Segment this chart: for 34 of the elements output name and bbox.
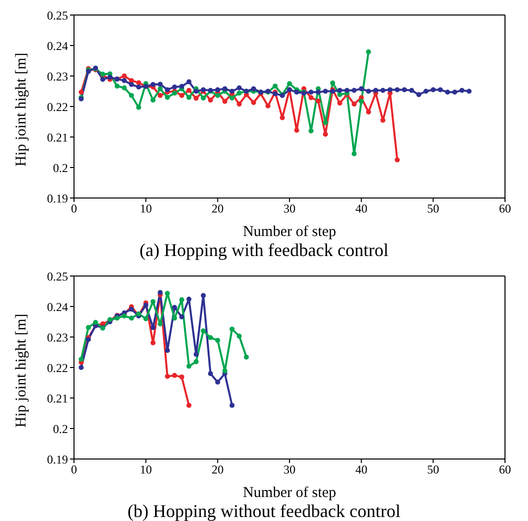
x-tick-label: 40 (355, 202, 368, 216)
x-tick-label: 30 (284, 202, 296, 216)
y-tick-label: 0.22 (47, 100, 68, 114)
x-tick-label: 10 (140, 202, 152, 216)
y-tick-label: 0.19 (47, 191, 68, 206)
y-tick-label: 0.25 (47, 8, 68, 22)
y-tick-label: 0.21 (47, 130, 68, 144)
y-tick-label: 0.25 (47, 269, 68, 284)
y-tick-label: 0.24 (47, 300, 68, 314)
x-axis-title: Number of step (242, 224, 336, 240)
x-tick-label: 30 (284, 462, 296, 477)
y-tick-label: 0.21 (47, 391, 68, 406)
y-tick-label: 0.2 (53, 160, 68, 175)
x-axis-title: Number of step (242, 485, 336, 501)
x-tick-label: 0 (71, 462, 77, 477)
x-tick-label: 0 (71, 202, 77, 216)
y-axis-title: Hip joint hight [m] (13, 52, 30, 166)
y-tick-label: 0.24 (47, 38, 68, 53)
y-tick-label: 0.23 (47, 330, 68, 344)
x-tick-label: 60 (499, 202, 511, 216)
x-tick-label: 10 (140, 462, 152, 477)
x-tick-label: 50 (427, 202, 440, 216)
x-tick-label: 60 (499, 462, 511, 477)
x-tick-label: 40 (355, 462, 368, 477)
x-tick-label: 20 (212, 202, 224, 216)
y-tick-label: 0.19 (47, 452, 68, 466)
x-tick-label: 50 (427, 462, 440, 477)
y-tick-label: 0.2 (53, 422, 68, 436)
y-tick-label: 0.22 (47, 360, 68, 375)
y-axis-title: Hip joint hight [m] (13, 314, 30, 428)
text: (b) Hopping without feedback control (126, 501, 402, 521)
text: (a) Hopping with feedback control (138, 240, 390, 261)
x-tick-label: 20 (212, 462, 224, 477)
y-tick-label: 0.23 (47, 69, 68, 84)
